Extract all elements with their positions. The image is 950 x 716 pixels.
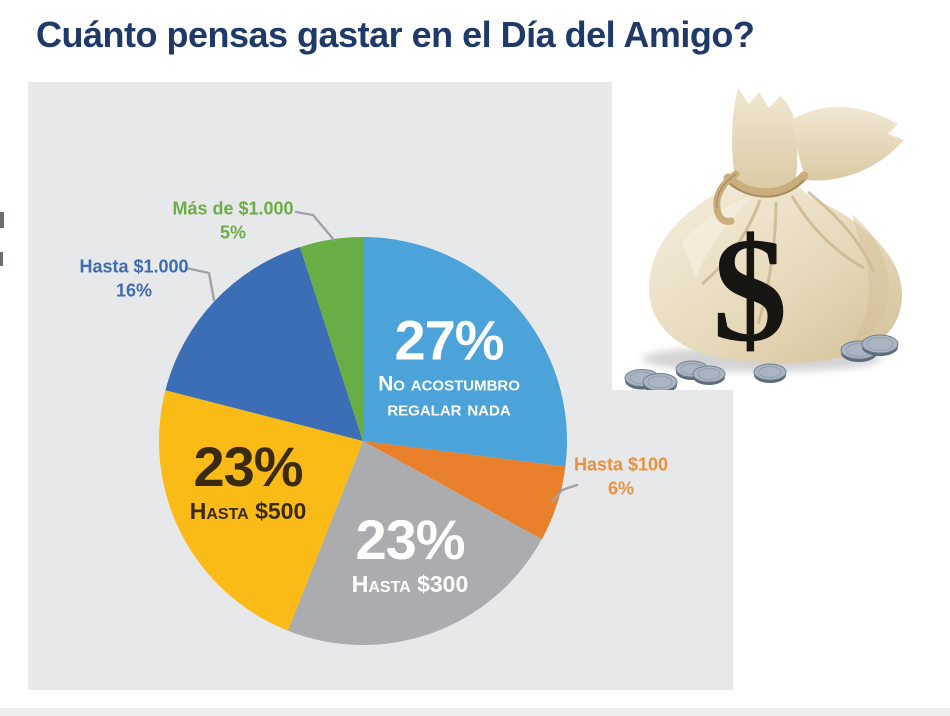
bag-folds: [701, 190, 876, 325]
pie-label-pct: 23%: [355, 508, 465, 572]
edge-artifact: [0, 252, 3, 266]
pie-label-text: Hasta $1.000: [79, 256, 189, 277]
page-title: Cuánto pensas gastar en el Día del Amigo…: [36, 14, 755, 55]
bag-top-right-cloth: [792, 106, 904, 181]
coin-icon: [861, 334, 899, 356]
pie-label-pct: 23%: [193, 435, 303, 499]
pie-label-pct: 16%: [115, 280, 153, 300]
pie-label-text: Más de $1.000: [172, 198, 294, 219]
pie-label-text: Hasta $100: [573, 454, 669, 475]
pie-label-pct: 5%: [219, 222, 247, 242]
pie-label-pct: 6%: [607, 478, 635, 498]
pie-label-pct: 27%: [394, 308, 504, 372]
page-bottom-strip: [0, 708, 950, 716]
pie-label-mas-de-1000: Más de $1.000 5%: [172, 197, 293, 245]
pie-label-hasta-300: 23% Hasta $300: [351, 508, 469, 599]
pie-label-text: No acostumbro regalar nada: [378, 372, 520, 422]
pie-label-hasta-500: 23% Hasta $500: [189, 435, 307, 526]
pie-label-text: Hasta $500: [189, 498, 307, 525]
pie-label-no-acostumbro: 27% No acostumbro regalar nada: [329, 308, 569, 423]
coin-icon: [642, 373, 678, 394]
coin-icon: [753, 363, 787, 383]
bag-highlight: [682, 196, 752, 278]
coin-icon: [692, 365, 726, 385]
dollar-sign-icon: $: [713, 207, 788, 373]
pie-label-hasta-100: Hasta $100 6%: [574, 453, 668, 501]
coins: [624, 334, 899, 394]
pie-label-hasta-1000: Hasta $1.000 16%: [79, 255, 188, 303]
pie-label-text: Hasta $300: [351, 571, 469, 598]
money-bag-illustration: $: [624, 88, 904, 394]
bag-side-shade: [848, 214, 889, 348]
money-bag-image: $: [612, 82, 950, 394]
bag-rope: [713, 170, 809, 225]
edge-artifact: [0, 212, 4, 228]
bag-top-left-cloth: [732, 88, 798, 190]
